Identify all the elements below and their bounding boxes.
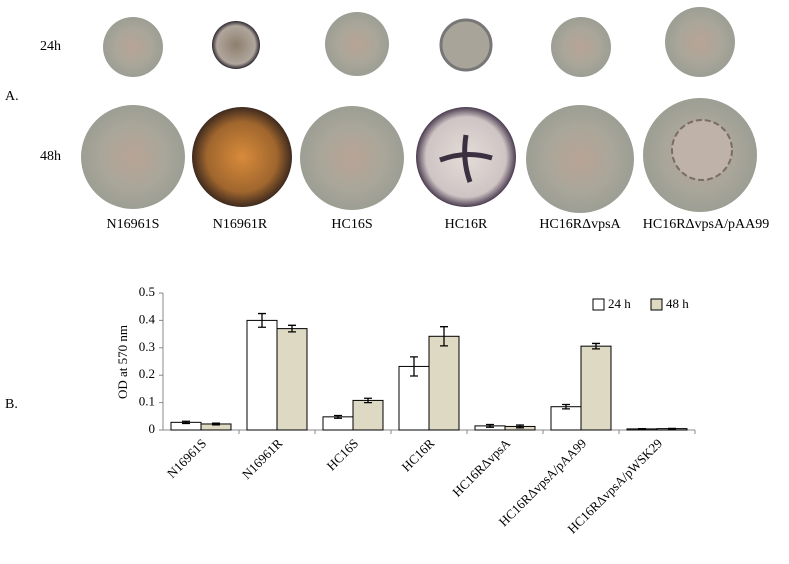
error-bar	[410, 356, 418, 377]
error-bar	[562, 403, 570, 410]
error-bar	[364, 397, 372, 404]
bar	[428, 335, 460, 431]
legend-label: 24 h	[608, 296, 631, 311]
colony-wrinkle	[671, 119, 733, 181]
bar	[398, 365, 430, 431]
error-bar	[212, 422, 220, 426]
colony	[103, 17, 163, 77]
legend-label: 48 h	[666, 296, 689, 311]
panel-label: A.	[5, 89, 19, 104]
error-bar	[516, 424, 524, 429]
row-label: 48h	[40, 149, 61, 164]
strain-label: HC16R	[445, 217, 488, 232]
x-tick-label: HC16S	[324, 436, 362, 474]
strain-label: HC16S	[331, 217, 372, 232]
strain-label: N16961R	[213, 217, 268, 232]
error-bar	[334, 414, 342, 419]
y-tick-label: 0.5	[139, 284, 155, 299]
y-tick-label: 0.3	[139, 339, 155, 354]
colony	[81, 105, 185, 209]
colony	[439, 18, 493, 72]
colony	[300, 106, 404, 210]
error-bar	[288, 324, 296, 333]
colony	[325, 12, 389, 76]
colonies	[81, 7, 757, 213]
error-bar	[486, 423, 494, 428]
y-axis-label: OD at 570 nm	[115, 325, 130, 399]
error-bar	[638, 427, 646, 430]
colony	[192, 107, 292, 207]
bar	[276, 328, 308, 431]
colony	[665, 7, 735, 77]
legend-swatch	[650, 298, 663, 311]
bar	[246, 319, 278, 431]
error-bar	[182, 420, 190, 425]
strain-label: HC16RΔvpsA/pAA99	[643, 217, 769, 232]
strain-label: HC16RΔvpsA	[539, 217, 621, 232]
colony	[526, 105, 634, 213]
strain-label: N16961S	[107, 217, 160, 232]
bar	[580, 345, 612, 431]
bar	[352, 399, 384, 431]
row-label: 24h	[40, 39, 61, 54]
x-tick-label: HC16RΔvpsA	[449, 435, 513, 499]
y-tick-label: 0.4	[139, 311, 156, 326]
x-tick-label: N16961S	[164, 436, 209, 481]
y-tick-label: 0	[149, 421, 156, 436]
error-bar	[440, 326, 448, 347]
legend-swatch	[592, 298, 605, 311]
x-tick-label: HC16R	[399, 435, 438, 474]
colony-wrinkle	[439, 134, 493, 183]
colony	[551, 17, 611, 77]
bar	[550, 406, 582, 431]
error-bar	[668, 427, 676, 430]
y-tick-label: 0.1	[139, 394, 155, 409]
panel-label: B.	[5, 397, 18, 412]
error-bar	[258, 312, 266, 328]
colony	[212, 21, 260, 69]
x-tick-label: N16961R	[239, 435, 286, 482]
y-tick-label: 0.2	[139, 366, 155, 381]
error-bar	[592, 342, 600, 350]
